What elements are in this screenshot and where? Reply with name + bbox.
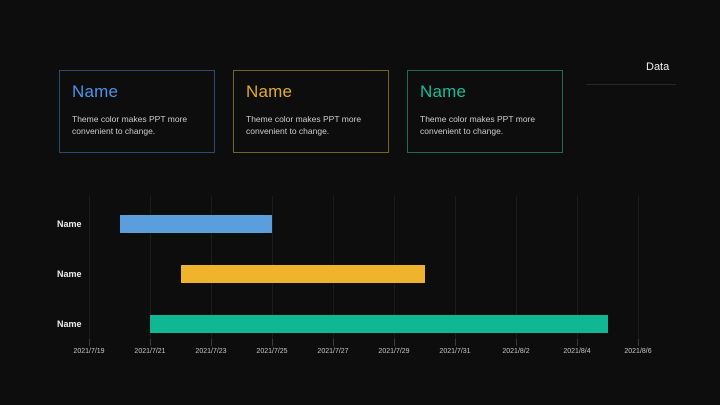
axis-tick-label: 2021/7/29: [378, 348, 410, 355]
chart-gridline: [150, 196, 151, 345]
theme-card-blue: Name Theme color makes PPT more convenie…: [59, 70, 215, 153]
card-title: Name: [246, 82, 293, 101]
axis-tick: [89, 339, 90, 346]
axis-tick-label: 2021/8/4: [563, 348, 591, 355]
card-title: Name: [72, 82, 119, 101]
axis-tick-label: 2021/7/19: [73, 348, 105, 355]
axis-tick: [211, 339, 212, 346]
axis-tick: [272, 339, 273, 346]
chart-gridline: [516, 196, 517, 345]
card-description: Theme color makes PPT more convenient to…: [420, 113, 536, 136]
chart-gridline: [455, 196, 456, 345]
gantt-bar: [119, 215, 272, 233]
card-description: Theme color makes PPT more convenient to…: [72, 113, 188, 136]
row-label: Name: [57, 319, 82, 329]
axis-tick-label: 2021/8/2: [502, 348, 530, 355]
axis-tick-label: 2021/7/21: [134, 348, 166, 355]
chart-gridline: [638, 196, 639, 345]
axis-tick-label: 2021/7/27: [317, 348, 349, 355]
gantt-bar: [180, 265, 425, 283]
theme-card-yellow: Name Theme color makes PPT more convenie…: [233, 70, 389, 153]
chart-gridline: [89, 196, 90, 345]
data-section-underline: [586, 84, 676, 85]
row-label: Name: [57, 219, 82, 229]
card-title: Name: [420, 82, 467, 101]
axis-tick: [150, 339, 151, 346]
axis-tick: [516, 339, 517, 346]
axis-tick-label: 2021/7/25: [256, 348, 288, 355]
axis-tick: [333, 339, 334, 346]
chart-gridline: [577, 196, 578, 345]
data-section-label: Data: [646, 61, 670, 73]
axis-tick-label: 2021/8/6: [624, 348, 652, 355]
axis-tick: [638, 339, 639, 346]
axis-tick-label: 2021/7/31: [439, 348, 471, 355]
theme-card-green: Name Theme color makes PPT more convenie…: [407, 70, 563, 153]
axis-tick: [394, 339, 395, 346]
gantt-bar: [150, 315, 608, 333]
axis-tick: [455, 339, 456, 346]
axis-tick: [577, 339, 578, 346]
row-label: Name: [57, 269, 82, 279]
card-description: Theme color makes PPT more convenient to…: [246, 113, 362, 136]
theme-cards: Name Theme color makes PPT more convenie…: [59, 70, 563, 153]
axis-tick-label: 2021/7/23: [195, 348, 227, 355]
